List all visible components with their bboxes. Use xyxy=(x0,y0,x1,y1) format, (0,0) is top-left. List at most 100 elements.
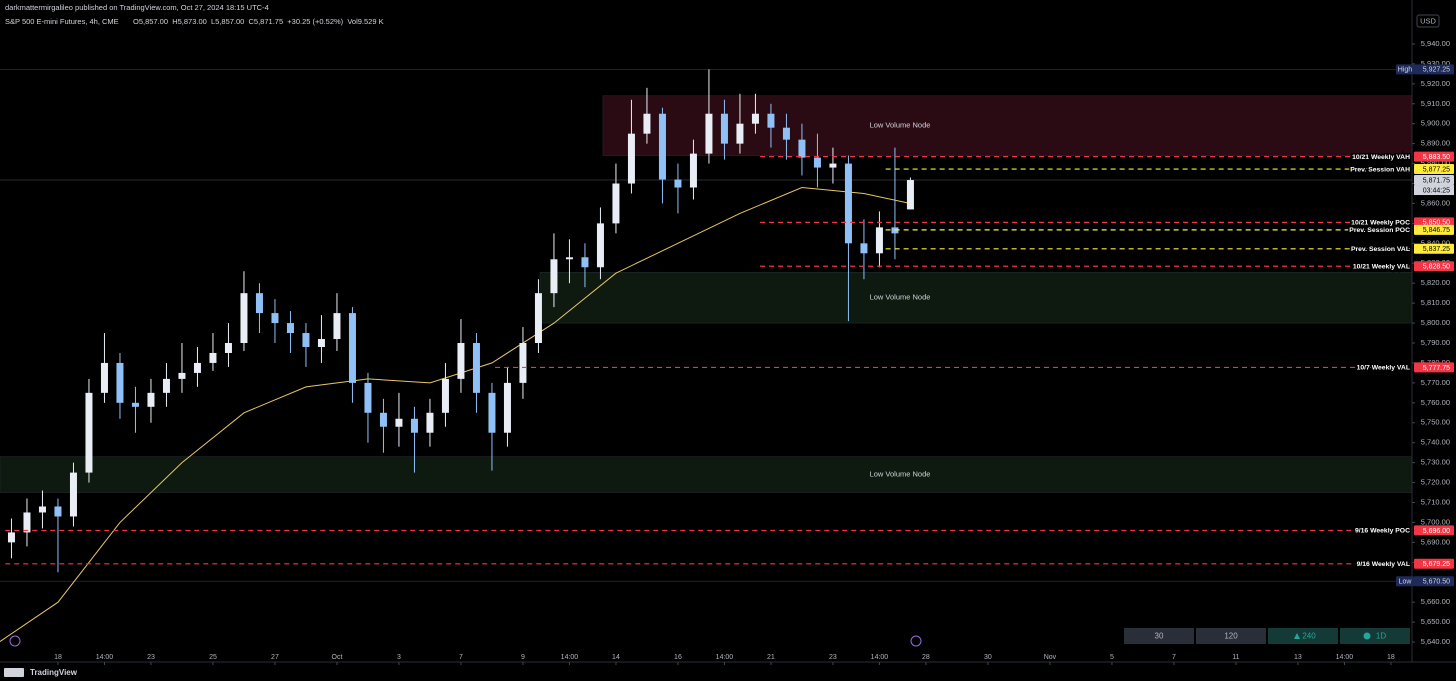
candle-body xyxy=(317,339,325,347)
candle-body xyxy=(38,506,46,513)
candle-body xyxy=(54,506,62,517)
x-tick-label: 13 xyxy=(1294,654,1302,661)
candle-body xyxy=(689,153,697,188)
x-tick-label: 21 xyxy=(767,654,775,661)
currency-button[interactable] xyxy=(1416,14,1440,28)
candle-body xyxy=(844,163,852,244)
candle-body xyxy=(751,113,759,124)
y-tick-label: 5,840.00 xyxy=(1421,238,1450,247)
y-tick-label: 5,690.00 xyxy=(1421,537,1450,546)
candle-body xyxy=(131,402,139,407)
candle-body xyxy=(596,223,604,268)
candle-body xyxy=(364,382,372,413)
low-marker-badge xyxy=(1414,576,1454,587)
marker-label: Low xyxy=(1399,579,1413,586)
y-tick-label: 5,750.00 xyxy=(1421,418,1450,427)
interval-label[interactable]: 240 xyxy=(1302,632,1316,641)
y-tick-label: 5,940.00 xyxy=(1421,39,1450,48)
high-marker-badge xyxy=(1414,64,1454,75)
interval-button[interactable] xyxy=(1340,628,1410,644)
x-tick-label: Nov xyxy=(1044,654,1057,661)
candle-body xyxy=(255,293,263,314)
y-tick-label: 5,760.00 xyxy=(1421,398,1450,407)
x-tick-label: 16 xyxy=(674,654,682,661)
candle-body xyxy=(813,157,821,168)
x-tick-label: Oct xyxy=(332,654,343,661)
x-tick-label: 14 xyxy=(612,654,620,661)
level-label: 10/21 Weekly VAL xyxy=(1353,264,1410,271)
y-tick-label: 5,640.00 xyxy=(1421,637,1450,646)
interval-label[interactable]: 30 xyxy=(1155,632,1164,641)
y-tick-label: 5,820.00 xyxy=(1421,278,1450,287)
plot: Low Volume Node Low Volume Node Low Volume… xyxy=(0,69,1413,643)
marker-tag xyxy=(1396,64,1414,75)
x-tick-label: 14:00 xyxy=(871,654,889,661)
level-value: 5,828.50 xyxy=(1423,264,1450,271)
y-tick-label: 5,910.00 xyxy=(1421,99,1450,108)
candle-body xyxy=(178,372,186,379)
low-marker-value: 5,670.50 xyxy=(1423,579,1450,586)
candle-body xyxy=(472,343,480,393)
candle-body xyxy=(457,343,465,379)
y-tick-label: 5,810.00 xyxy=(1421,298,1450,307)
last-price-value: 5,871.75 xyxy=(1423,177,1450,184)
candle-body xyxy=(302,333,310,347)
zone-label: Low Volume Node xyxy=(870,470,931,479)
y-tick-label: 5,890.00 xyxy=(1421,139,1450,148)
candle-body xyxy=(736,123,744,144)
level-value: 5,777.75 xyxy=(1423,365,1450,372)
candle-body xyxy=(581,257,589,268)
axes: 5,940.00 5,930.00 5,920.00 5,910.00 5,900.00… xyxy=(54,39,1454,665)
candle-body xyxy=(565,257,573,260)
event-icon[interactable] xyxy=(910,635,922,647)
candle-body xyxy=(674,179,682,188)
countdown: 03:44:25 xyxy=(1423,187,1450,194)
interval-label[interactable]: 1D xyxy=(1376,632,1386,641)
interval-button[interactable] xyxy=(1268,628,1338,644)
zone xyxy=(539,271,1413,324)
level-label: 10/7 Weekly VAL xyxy=(1357,365,1410,372)
x-tick-label: 11 xyxy=(1232,654,1239,661)
y-tick-label: 5,920.00 xyxy=(1421,79,1450,88)
y-tick-label: 5,800.00 xyxy=(1421,318,1450,327)
interval-button[interactable] xyxy=(1124,628,1194,644)
level-label: 10/21 Weekly VAH xyxy=(1352,154,1410,161)
level-label: Prev. Session VAL xyxy=(1351,246,1410,253)
x-tick-label: 23 xyxy=(147,654,155,661)
x-tick-label: 7 xyxy=(459,654,463,661)
zone xyxy=(0,456,1413,493)
high-marker-value: 5,927.25 xyxy=(1423,67,1450,74)
candle-body xyxy=(503,382,511,433)
ohlc: O5,857.00 H5,873.00 L5,857.00 C5,871.75 … xyxy=(133,17,384,26)
candle-body xyxy=(85,392,93,473)
x-tick-label: 14:00 xyxy=(1336,654,1354,661)
marker-tag xyxy=(1396,576,1414,587)
x-tick-label: 27 xyxy=(271,654,279,661)
y-tick-label: 5,900.00 xyxy=(1421,119,1450,128)
candle-body xyxy=(906,180,914,210)
candle-body xyxy=(488,392,496,433)
interval-button[interactable] xyxy=(1196,628,1266,644)
candle-body xyxy=(333,313,341,340)
interval-label[interactable]: 120 xyxy=(1224,632,1238,641)
candle-body xyxy=(426,412,434,433)
candle-body xyxy=(658,113,666,180)
candle-body xyxy=(379,412,387,427)
zone-label: Low Volume Node xyxy=(870,121,931,130)
x-tick-label: 30 xyxy=(984,654,992,661)
candle-body xyxy=(720,113,728,144)
level-badge xyxy=(1414,525,1454,536)
y-tick-label: 5,790.00 xyxy=(1421,338,1450,347)
candle-body xyxy=(410,418,418,433)
logo xyxy=(4,668,24,677)
zone-label: Low Volume Node xyxy=(870,293,931,302)
y-tick-label: 5,930.00 xyxy=(1421,59,1450,68)
y-tick-label: 5,770.00 xyxy=(1421,378,1450,387)
candle-body xyxy=(829,163,837,168)
candle-body xyxy=(240,293,248,344)
candle-body xyxy=(209,352,217,363)
currency[interactable]: USD xyxy=(1420,16,1436,25)
y-tick-label: 5,730.00 xyxy=(1421,458,1450,467)
event-icon[interactable] xyxy=(9,635,21,647)
